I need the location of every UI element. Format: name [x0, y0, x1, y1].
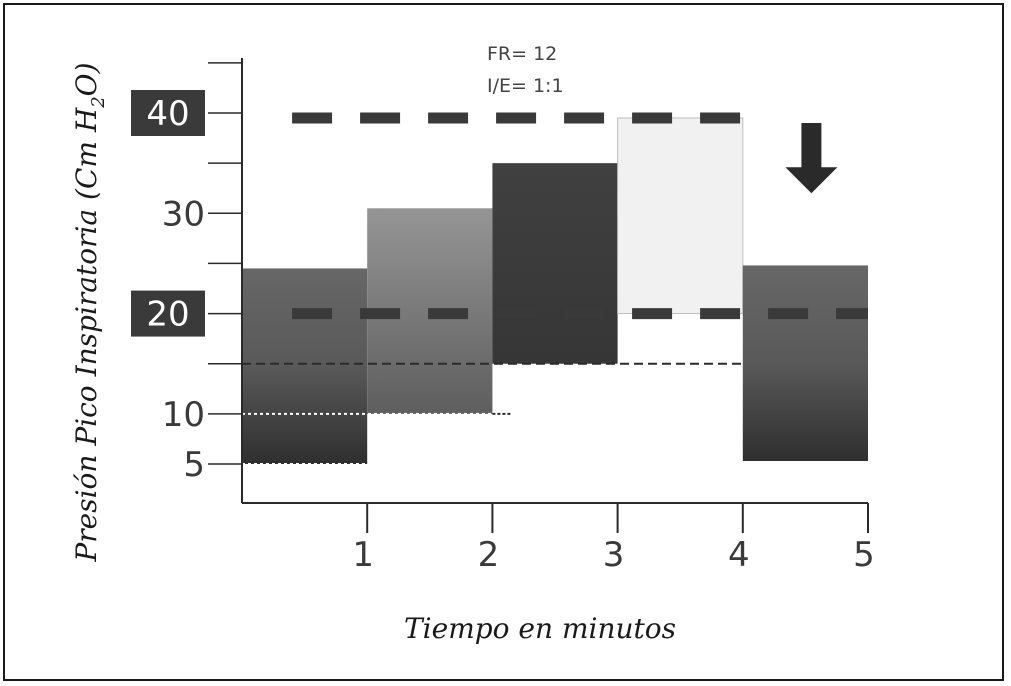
bar-4 — [617, 117, 744, 315]
annotation-ie: I/E= 1:1 — [487, 75, 564, 97]
y-tick-label-20: 20 — [146, 295, 189, 335]
bar-3 — [492, 163, 618, 364]
x-tick-label-5: 5 — [853, 535, 875, 575]
y-axis-title-main: Presión Pico Inspiratoria (Cm H — [70, 107, 103, 562]
y-tick-label-40: 40 — [146, 94, 189, 134]
y-axis-title: Presión Pico Inspiratoria (Cm H2O) — [70, 62, 109, 562]
x-tick-label-1: 1 — [352, 535, 374, 575]
x-tick-label-2: 2 — [478, 535, 500, 575]
bar-1 — [242, 268, 368, 464]
y-label-box-20 — [131, 290, 205, 337]
y-axis-title-end: O) — [70, 62, 103, 96]
y-axis-title-subscript: 2 — [88, 96, 109, 108]
x-tick-label-3: 3 — [603, 535, 625, 575]
annotation-fr: FR= 12 — [487, 43, 557, 65]
x-axis-title: Tiempo en minutos — [404, 612, 676, 645]
y-label-box-40 — [131, 90, 205, 136]
y-tick-label-10: 10 — [162, 395, 205, 435]
bar-5 — [742, 265, 868, 461]
x-tick-label-4: 4 — [728, 535, 750, 575]
down-arrow-icon — [785, 123, 838, 194]
y-tick-label-5: 5 — [183, 445, 205, 485]
y-tick-label-30: 30 — [162, 194, 205, 234]
